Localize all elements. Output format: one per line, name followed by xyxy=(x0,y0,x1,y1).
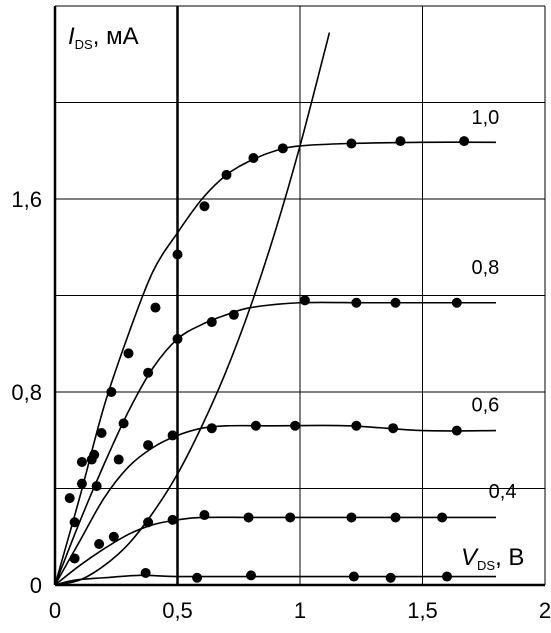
series-label-3: 0,4 xyxy=(489,481,517,503)
data-point-s2-8 xyxy=(346,512,357,523)
data-point-s3-3 xyxy=(143,440,154,451)
data-point-s1-1 xyxy=(91,481,102,492)
x-axis-title: VDS, В xyxy=(461,544,524,573)
tick-labels: 0 0,5 1 1,5 2 0 0,8 1,6 xyxy=(11,187,551,623)
series-curve-2 xyxy=(54,424,497,586)
data-point-s0-3 xyxy=(96,428,107,439)
data-point-s2-10 xyxy=(437,512,448,523)
data-point-s0-4 xyxy=(106,387,117,397)
data-point-s0-10 xyxy=(248,152,259,163)
data-point-s3-10 xyxy=(451,425,462,436)
data-point-s0-9 xyxy=(221,169,232,180)
data-point-s1-5 xyxy=(206,317,217,328)
y-axis-title: IDS, мА xyxy=(68,23,139,52)
data-point-s0-11 xyxy=(277,143,288,154)
data-point-s1-2 xyxy=(118,418,129,429)
data-point-s0-6 xyxy=(150,302,161,313)
data-point-s0-0 xyxy=(64,493,75,504)
data-point-s0-1 xyxy=(76,478,87,489)
x-tick-label-3: 1,5 xyxy=(407,598,438,623)
data-point-s2-6 xyxy=(243,512,254,523)
data-point-s0-5 xyxy=(123,348,134,359)
data-point-s1-4 xyxy=(172,333,183,344)
data-point-s3-1 xyxy=(89,449,100,460)
series-curve-4 xyxy=(54,574,496,586)
curves xyxy=(54,32,497,586)
axes xyxy=(53,6,545,587)
data-point-s3-9 xyxy=(388,423,399,434)
data-point-s4-5 xyxy=(442,571,452,582)
data-point-s2-5 xyxy=(199,510,210,521)
data-point-s4-4 xyxy=(385,572,396,583)
data-point-s2-2 xyxy=(108,531,119,542)
series-curve-1 xyxy=(54,301,496,586)
data-point-s4-0 xyxy=(140,567,151,578)
series-label-2: 0,6 xyxy=(472,394,500,416)
data-point-s3-7 xyxy=(290,420,301,431)
data-point-s4-2 xyxy=(246,570,256,581)
data-point-s1-10 xyxy=(451,297,462,308)
data-point-s1-6 xyxy=(228,309,239,320)
data-point-s3-8 xyxy=(351,420,362,431)
data-point-s1-9 xyxy=(390,297,401,308)
data-point-s0-8 xyxy=(199,201,210,212)
y-tick-label-1: 0,8 xyxy=(11,380,42,405)
data-point-s2-9 xyxy=(390,512,401,523)
x-tick-label-2: 1 xyxy=(294,598,306,623)
data-point-s2-4 xyxy=(167,514,178,525)
data-point-s0-14 xyxy=(459,136,470,147)
data-point-s3-2 xyxy=(113,454,124,465)
data-point-s1-3 xyxy=(143,367,154,378)
data-points xyxy=(64,136,470,583)
data-point-s4-1 xyxy=(192,572,203,583)
boundary-curve xyxy=(54,32,331,586)
data-point-s2-1 xyxy=(94,538,105,549)
grid xyxy=(55,5,546,585)
x-tick-label-1: 0,5 xyxy=(162,598,193,623)
series-label-1: 0,8 xyxy=(472,257,500,279)
series-label-0: 1,0 xyxy=(472,107,500,129)
data-point-s3-6 xyxy=(250,420,261,431)
series-labels: 1,0 0,8 0,6 0,4 xyxy=(472,107,517,503)
data-point-s1-0 xyxy=(69,517,80,528)
data-point-s3-0 xyxy=(76,456,87,467)
data-point-s1-8 xyxy=(351,297,362,308)
data-point-s0-12 xyxy=(346,138,357,149)
data-point-s4-3 xyxy=(348,571,359,582)
data-point-s2-0 xyxy=(69,553,80,564)
x-tick-label-4: 2 xyxy=(539,598,551,623)
data-point-s2-3 xyxy=(143,517,154,528)
x-tick-label-0: 0 xyxy=(49,598,61,623)
data-point-s0-7 xyxy=(172,249,183,260)
y-tick-label-2: 1,6 xyxy=(11,187,42,212)
data-point-s1-7 xyxy=(299,295,310,306)
series-curve-0 xyxy=(54,141,497,586)
data-point-s0-13 xyxy=(395,136,406,147)
data-point-s3-4 xyxy=(167,430,178,441)
y-tick-label-0: 0 xyxy=(30,573,42,598)
data-point-s3-5 xyxy=(206,423,217,434)
data-point-s2-7 xyxy=(285,512,296,523)
